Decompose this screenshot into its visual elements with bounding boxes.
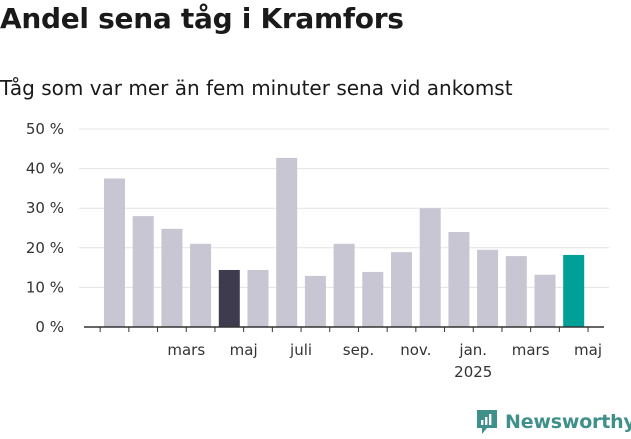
newsworthy-icon (477, 410, 497, 434)
bar (563, 254, 585, 327)
y-tick-label: 10 % (26, 278, 64, 296)
bar (477, 249, 499, 327)
y-tick-label: 0 % (35, 318, 64, 336)
bar (448, 231, 470, 327)
bar (218, 269, 240, 327)
bar (247, 269, 269, 327)
bar (534, 274, 556, 327)
y-tick-label: 50 % (26, 120, 64, 138)
bar (132, 216, 154, 327)
x-tick-label: maj (574, 341, 602, 359)
x-tick-label: jan. (458, 341, 487, 359)
bar (391, 252, 412, 327)
bar (104, 178, 125, 327)
x-axis: mars maj juli sep. nov. jan. 2025 mars maj (84, 326, 604, 381)
bar (276, 157, 298, 327)
bars (104, 157, 585, 327)
x-tick-label: mars (512, 341, 550, 359)
x-tick-label: nov. (400, 341, 431, 359)
x-tick-label: mars (167, 341, 205, 359)
bar (419, 208, 441, 327)
chart-subtitle: Tåg som var mer än fem minuter sena vid … (0, 76, 513, 100)
chart-title: Andel sena tåg i Kramfors (0, 2, 404, 35)
x-tick-label: juli (289, 341, 312, 359)
bar (304, 275, 326, 327)
x-tick-sublabel: 2025 (454, 363, 492, 381)
bar (161, 228, 183, 327)
y-tick-label: 20 % (26, 239, 64, 257)
y-axis-labels: 0 % 10 % 20 % 30 % 40 % 50 % (26, 120, 64, 336)
brand-logo: Newsworthy (475, 407, 631, 437)
bar (362, 271, 384, 327)
x-tick-label: maj (230, 341, 258, 359)
bar (190, 243, 212, 327)
y-tick-label: 30 % (26, 199, 64, 217)
bar (505, 256, 527, 327)
bar (333, 243, 355, 327)
brand-name: Newsworthy (505, 411, 631, 433)
x-tick-label: sep. (343, 341, 374, 359)
y-tick-label: 40 % (26, 160, 64, 178)
